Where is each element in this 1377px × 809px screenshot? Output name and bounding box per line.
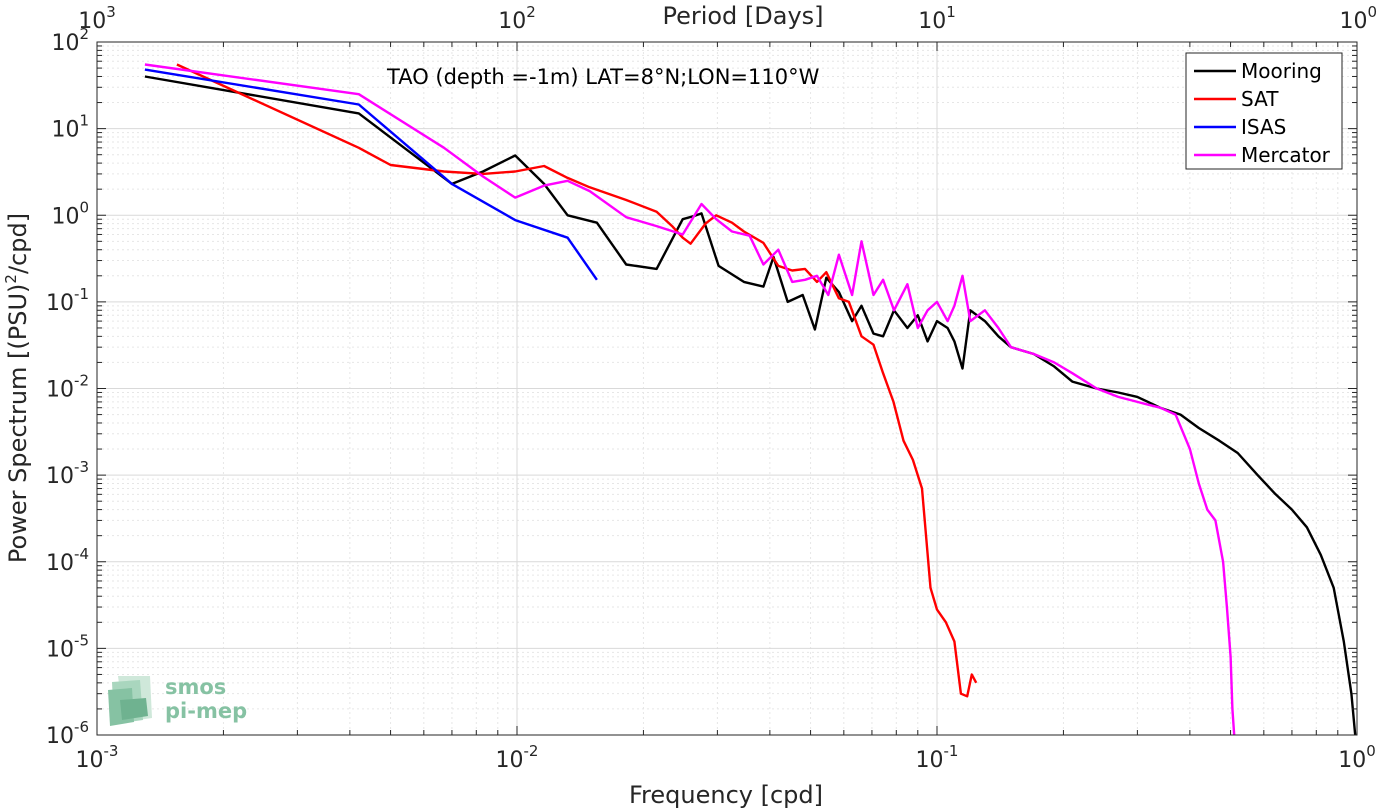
legend-label: Mercator xyxy=(1241,143,1331,167)
x-tick-label-exp: -1 xyxy=(944,742,959,760)
y-tick-label-base: 10 xyxy=(46,637,74,662)
tick-marks xyxy=(96,41,1358,736)
y-tick-label-base: 10 xyxy=(51,31,79,56)
logo-mark xyxy=(108,676,152,726)
top-tick-label: 102 xyxy=(498,3,536,34)
x-tick-label-exp: -2 xyxy=(524,742,539,760)
x-tick-label: 10-1 xyxy=(916,742,959,773)
top-tick-label: 101 xyxy=(918,3,956,34)
y-tick-label-exp: -1 xyxy=(74,285,89,303)
x-tick-label-base: 10 xyxy=(76,748,104,773)
top-tick-label-base: 10 xyxy=(918,9,946,34)
logo-text-pimep: pi-mep xyxy=(165,699,247,723)
series-line-sat xyxy=(176,63,978,698)
top-tick-label-exp: 2 xyxy=(526,3,536,21)
top-tick-label-exp: 3 xyxy=(106,3,116,21)
y-axis-title-main: Power Spectrum [(PSU) xyxy=(4,284,32,563)
legend-label: ISAS xyxy=(1241,115,1286,139)
x-tick-label-base: 10 xyxy=(916,748,944,773)
x-tick-label-exp: 0 xyxy=(1366,742,1376,760)
y-tick-label-exp: 2 xyxy=(79,25,89,43)
y-tick-label-base: 10 xyxy=(46,291,74,316)
x-tick-label-exp: -3 xyxy=(104,742,119,760)
top-tick-label-exp: 1 xyxy=(946,3,956,21)
y-axis-title: Power Spectrum [(PSU)2/cpd] xyxy=(2,213,32,563)
series-line-mercator xyxy=(144,63,1236,736)
x-tick-label: 10-2 xyxy=(496,742,539,773)
y-tick-label-exp: 1 xyxy=(79,112,89,130)
y-tick-label-exp: 0 xyxy=(79,198,89,216)
y-tick-label: 10-5 xyxy=(46,631,89,662)
top-tick-labels: 103 102 101 100 xyxy=(78,3,1377,34)
top-tick-label-base: 10 xyxy=(1339,9,1367,34)
series-line-mooring xyxy=(144,75,1357,736)
top-axis-title: Period [Days] xyxy=(662,2,823,30)
top-tick-label-base: 10 xyxy=(498,9,526,34)
y-tick-label: 102 xyxy=(51,25,89,56)
logo-text-smos: smos xyxy=(165,675,226,699)
y-tick-label: 10-2 xyxy=(46,372,89,403)
y-tick-label-exp: -4 xyxy=(74,545,89,563)
y-tick-label-base: 10 xyxy=(46,378,74,403)
y-tick-label: 10-4 xyxy=(46,545,89,576)
y-tick-label: 10-6 xyxy=(46,718,89,749)
y-axis-title-tail: /cpd] xyxy=(4,213,32,274)
x-tick-label: 10-3 xyxy=(76,742,119,773)
x-axis-title: Frequency [cpd] xyxy=(629,781,823,809)
y-tick-label: 100 xyxy=(51,198,89,229)
y-tick-label-base: 10 xyxy=(46,551,74,576)
series-layer xyxy=(144,63,1357,736)
y-tick-label-exp: -5 xyxy=(74,631,89,649)
y-tick-label-exp: -3 xyxy=(74,458,89,476)
top-tick-label: 103 xyxy=(78,3,116,34)
y-tick-label: 10-1 xyxy=(46,285,89,316)
x-tick-labels: 10-3 10-2 10-1 100 xyxy=(76,742,1376,773)
x-tick-label: 100 xyxy=(1338,742,1376,773)
chart-title: TAO (depth =-1m) LAT=8°N;LON=110°W xyxy=(386,65,820,89)
y-tick-label: 10-3 xyxy=(46,458,89,489)
top-tick-label-exp: 0 xyxy=(1367,3,1377,21)
y-tick-label-base: 10 xyxy=(46,464,74,489)
legend: Mooring SAT ISAS Mercator xyxy=(1185,52,1343,170)
x-tick-label-base: 10 xyxy=(496,748,524,773)
x-tick-label-base: 10 xyxy=(1338,748,1366,773)
y-tick-label-exp: -6 xyxy=(74,718,89,736)
y-tick-label-base: 10 xyxy=(51,118,79,143)
series-line-isas xyxy=(144,68,598,281)
y-tick-label: 101 xyxy=(51,112,89,143)
legend-box xyxy=(1185,52,1343,170)
y-tick-label-base: 10 xyxy=(51,204,79,229)
top-tick-label-base: 10 xyxy=(78,9,106,34)
smos-pimep-logo: smos pi-mep xyxy=(108,675,247,726)
legend-label: Mooring xyxy=(1241,59,1322,83)
major-grid xyxy=(96,41,1358,736)
legend-label: SAT xyxy=(1241,87,1279,111)
y-tick-label-exp: -2 xyxy=(74,372,89,390)
top-tick-label: 100 xyxy=(1339,3,1377,34)
y-tick-label-base: 10 xyxy=(46,724,74,749)
y-axis-title-sup: 2 xyxy=(2,274,20,284)
